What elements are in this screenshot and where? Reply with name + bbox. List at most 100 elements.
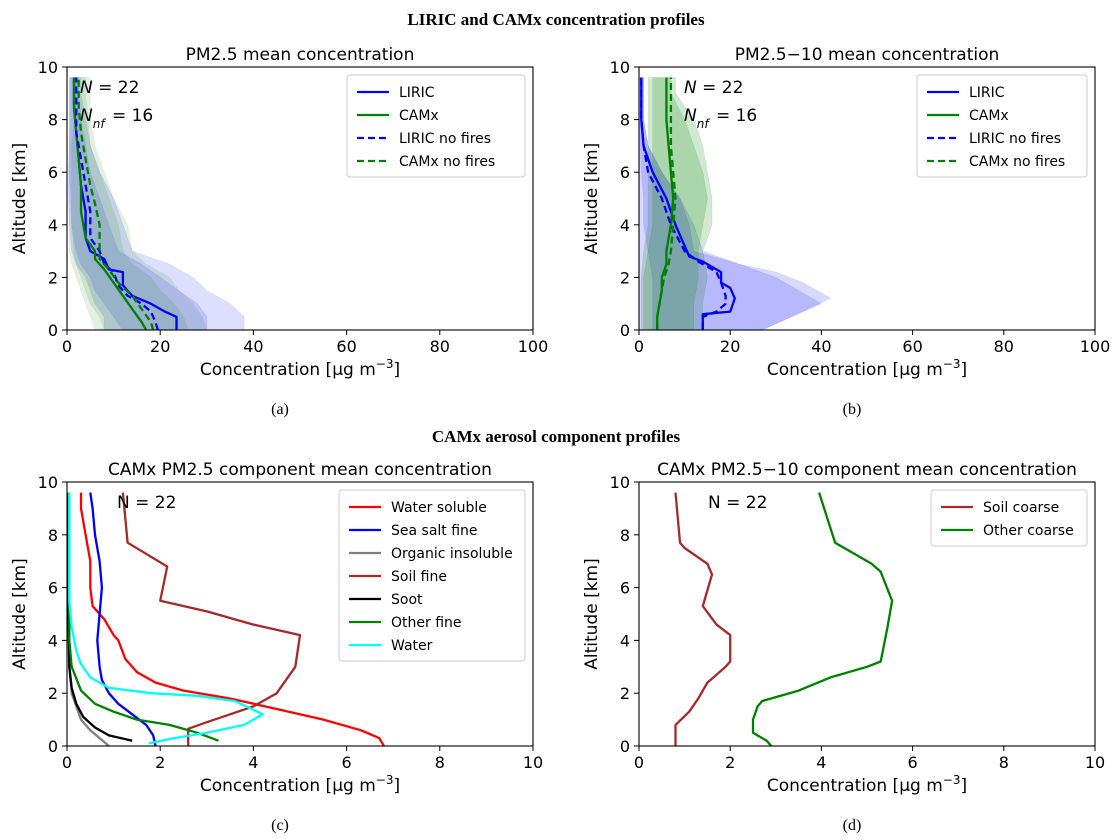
legend-label: CAMx [969,108,1009,124]
x-tick-label: 6 [342,753,352,772]
legend: LIRIC CAMx LIRIC no fires CAMx no fires [346,74,526,178]
spread-band-1 [640,77,832,331]
legend-label: Soot [391,592,423,608]
x-tick-label: 6 [908,753,918,772]
axes-frame [638,66,1096,331]
x-axis-label: Concentration [µg m−3] [200,357,400,380]
panel-label-d: (d) [843,817,862,834]
series-line-liric-no-fires [640,77,727,330]
y-tick-label: 6 [620,163,630,182]
spread-band-1 [68,77,208,331]
annotation-1: Nnf = 16 [80,106,153,131]
y-tick-label: 6 [48,163,58,182]
x-tick-label: 100 [1080,337,1111,356]
section-title-bottom: CAMx aerosol component profiles [432,427,681,446]
chart-title: PM2.5−10 mean concentration [735,45,1000,65]
y-tick-label: 2 [620,268,630,287]
x-tick-label: 8 [999,753,1009,772]
panel-label-b: (b) [843,401,862,418]
x-tick-label: 2 [155,753,165,772]
panel-label-a: (a) [271,401,289,418]
x-tick-label: 80 [994,337,1014,356]
y-tick-label: 4 [48,631,58,650]
y-tick-label: 2 [48,684,58,703]
chart-panel-a: 0 20 40 60 80 100 0 2 4 6 8 10 PM2.5 mean concentrat… [10,45,548,380]
y-tick-label: 4 [620,631,630,650]
spread-band-2 [69,77,208,331]
legend-label: LIRIC no fires [969,131,1061,147]
x-tick-label: 0 [62,337,72,356]
y-tick-label: 10 [38,58,58,77]
legend: Water soluble Sea salt fine Organic insolu… [338,489,526,662]
x-tick-label: 0 [634,753,644,772]
y-tick-label: 4 [48,216,58,235]
series-line-soil-fine [121,492,302,746]
x-tick-label: 40 [243,337,263,356]
series-line-sea-salt-fine [89,492,157,747]
y-tick-label: 10 [610,473,630,492]
x-tick-label: 10 [1085,753,1105,772]
y-tick-label: 2 [620,684,630,703]
y-tick-label: 0 [620,737,630,756]
x-tick-label: 20 [720,337,740,356]
series-lines [640,77,736,330]
bands [638,77,832,331]
y-tick-label: 2 [48,268,58,287]
y-tick-label: 8 [48,111,58,130]
series-line-soil-coarse [674,492,732,746]
legend-label: Water [391,638,433,654]
chart-panel-b: 0 20 40 60 80 100 0 2 4 6 8 10 PM2.5−10 mean concent… [582,45,1110,380]
y-axis-label: Altitude [km] [10,558,30,670]
x-tick-label: 20 [150,337,170,356]
panel-label-c: (c) [271,817,289,834]
y-axis-label: Altitude [km] [582,143,602,255]
x-tick-label: 40 [811,337,831,356]
legend-box [346,74,526,178]
annotation-0: N = 22 [684,78,743,98]
series-line-camx-no-fires [77,77,155,331]
y-tick-label: 0 [620,321,630,340]
x-tick-label: 2 [725,753,735,772]
y-axis-label: Altitude [km] [10,143,30,255]
y-tick-label: 8 [48,526,58,545]
axes-frame [66,66,534,331]
y-tick-label: 6 [48,579,58,598]
chart-title: CAMx PM2.5 component mean concentration [108,460,492,480]
y-tick-label: 10 [38,473,58,492]
series-line-camx-no-fires [656,77,677,330]
y-tick-label: 4 [620,216,630,235]
legend-label: Other fine [391,615,462,631]
series-line-other-fine [68,492,219,742]
x-tick-label: 4 [248,753,258,772]
y-tick-label: 0 [48,737,58,756]
section-title-top: LIRIC and CAMx concentration profiles [407,10,705,29]
x-tick-label: 60 [336,337,356,356]
series-line-water-soluble [79,492,385,747]
x-tick-label: 60 [902,337,922,356]
chart-panel-d: 0 2 4 6 8 10 0 2 4 6 8 10 CAMx PM2.5−10 component me… [582,460,1105,796]
legend-box [338,489,526,662]
legend-label: Sea salt fine [391,523,478,539]
series-line-water [68,492,264,745]
legend-box [930,489,1088,547]
chart-title: PM2.5 mean concentration [186,45,415,65]
legend: Soil coarse Other coarse [930,489,1088,547]
x-tick-label: 80 [430,337,450,356]
series-line-liric-no-fires [75,77,160,331]
y-axis-label: Altitude [km] [582,558,602,670]
x-tick-label: 0 [62,753,72,772]
y-tick-label: 10 [610,58,630,77]
x-axis-label: Concentration [µg m−3] [200,773,400,796]
legend-label: LIRIC no fires [399,131,491,147]
series-lines [72,77,178,331]
y-tick-label: 0 [48,321,58,340]
spread-band-2 [640,77,713,331]
legend-label: LIRIC [399,85,435,101]
x-tick-label: 100 [518,337,549,356]
y-tick-label: 8 [620,111,630,130]
x-tick-label: 0 [634,337,644,356]
x-tick-label: 8 [435,753,445,772]
legend-label: CAMx no fires [969,154,1065,170]
x-axis-label: Concentration [µg m−3] [767,773,967,796]
